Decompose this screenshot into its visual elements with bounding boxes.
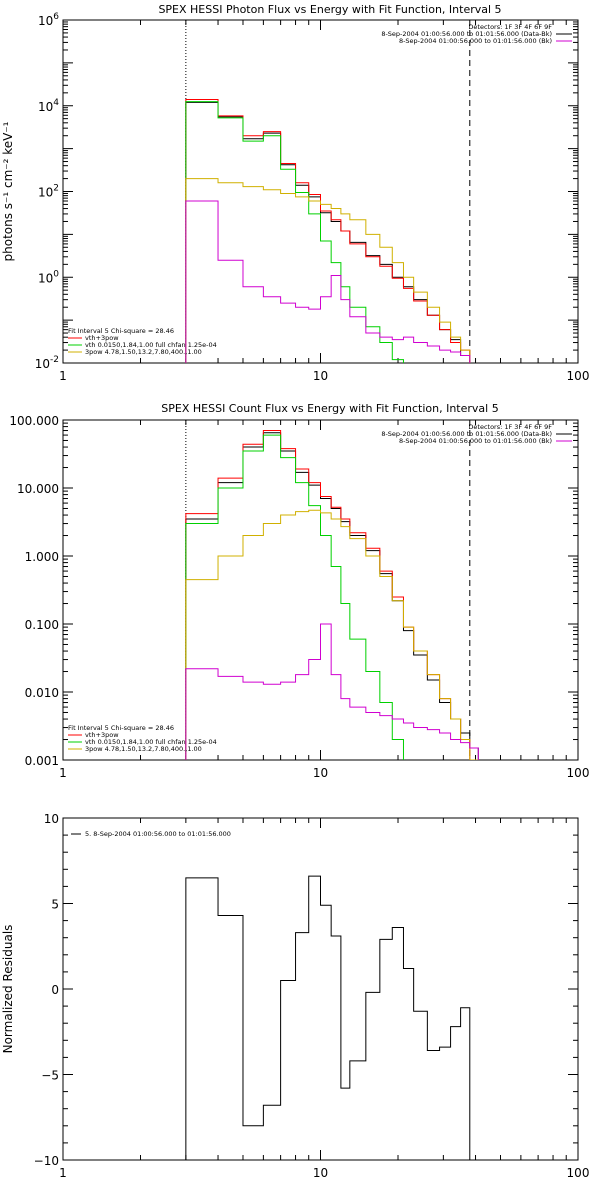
count-flux-panel: SPEX HESSI Count Flux vs Energy with Fit… <box>9 402 590 780</box>
y-tick-label: 104 <box>38 98 59 114</box>
legend-text: vth+3pow <box>85 334 119 342</box>
y-tick-label: 0.100 <box>25 618 59 632</box>
x-tick-label: 1 <box>59 766 67 780</box>
chart-title: SPEX HESSI Photon Flux vs Energy with Fi… <box>158 3 501 16</box>
plot-area <box>185 875 471 1160</box>
series-line <box>185 509 479 760</box>
legend-title: Fit Interval 5 Chi-square = 28.46 <box>68 327 174 335</box>
y-tick-label: 5 <box>51 898 59 912</box>
series-line <box>185 432 479 760</box>
y-tick-label: 100 <box>38 269 59 285</box>
plot-frame <box>62 19 579 364</box>
y-tick-label: 10 <box>44 812 59 826</box>
y-tick-label: 10-2 <box>35 355 59 371</box>
plot-area <box>185 98 471 363</box>
series-line <box>185 101 404 363</box>
legend-text: 8-Sep-2004 01:00:56.000 to 01:01:56.000 … <box>381 30 552 38</box>
series-line <box>185 101 471 363</box>
residuals-panel: 1 10 100 −10 −5 0 5 10 Normalized Residuals 5. 8-… <box>1 812 589 1180</box>
legend-bottom-left: Fit Interval 5 Chi-square = 28.46vth+3po… <box>68 327 217 356</box>
y-tick-label: 100.000 <box>9 414 59 428</box>
series-line <box>185 875 471 1160</box>
series-line <box>185 200 471 363</box>
plot-frame <box>62 419 579 761</box>
plot-area <box>185 430 479 760</box>
legend-text: 8-Sep-2004 01:00:56.000 to 01:01:56.000 … <box>399 437 552 445</box>
legend-text: vth 0.0150,1.84,1.00 full chfan 1.25e-04 <box>85 738 217 746</box>
y-tick-label: 106 <box>38 12 59 28</box>
y-tick-label: 0.010 <box>25 686 59 700</box>
x-tick-label: 100 <box>567 766 590 780</box>
x-tick-label: 1 <box>59 369 67 383</box>
series-line <box>185 98 471 363</box>
legend-top-right: Detectors: 1F 3F 4F 6F 9F8-Sep-2004 01:0… <box>381 23 572 45</box>
legend-top-left: 5. 8-Sep-2004 01:00:56.000 to 01:01:56.0… <box>71 830 231 838</box>
legend-text: 3pow 4.78,1.50,13.2,7.80,400.,1.00 <box>85 745 202 753</box>
legend-text: 8-Sep-2004 01:00:56.000 to 01:01:56.000 … <box>399 37 552 45</box>
series-line <box>185 434 404 760</box>
legend-title: Fit Interval 5 Chi-square = 28.46 <box>68 724 174 732</box>
series-line <box>185 623 479 760</box>
x-tick-label: 100 <box>567 1166 590 1180</box>
x-tick-label: 10 <box>313 369 328 383</box>
y-axis-label: Normalized Residuals <box>1 925 15 1054</box>
y-axis-label: photons s⁻¹ cm⁻² keV⁻¹ <box>1 121 15 261</box>
y-tick-label: 1.000 <box>25 550 59 564</box>
x-tick-label: 10 <box>313 1166 328 1180</box>
legend-top-right: Detectors: 1F 3F 4F 6F 9F8-Sep-2004 01:0… <box>381 423 572 445</box>
series-line <box>185 430 479 760</box>
x-tick-label: 10 <box>313 766 328 780</box>
legend-text: 3pow 4.78,1.50,13.2,7.80,400.,1.00 <box>85 348 202 356</box>
x-tick-label: 100 <box>567 369 590 383</box>
legend-text: vth+3pow <box>85 731 119 739</box>
legend-text: 5. 8-Sep-2004 01:00:56.000 to 01:01:56.0… <box>85 830 231 838</box>
legend-bottom-left: Fit Interval 5 Chi-square = 28.46vth+3po… <box>68 724 217 753</box>
y-tick-label: −5 <box>41 1069 59 1083</box>
legend-text: Detectors: 1F 3F 4F 6F 9F <box>468 423 552 431</box>
legend-text: Detectors: 1F 3F 4F 6F 9F <box>468 23 552 31</box>
y-tick-label: 102 <box>38 184 59 200</box>
legend-text: 8-Sep-2004 01:00:56.000 to 01:01:56.000 … <box>381 430 552 438</box>
y-tick-label: −10 <box>34 1154 59 1168</box>
x-tick-label: 1 <box>59 1166 67 1180</box>
y-tick-label: 0 <box>51 983 59 997</box>
chart-title: SPEX HESSI Count Flux vs Energy with Fit… <box>161 402 498 415</box>
y-tick-label: 10.000 <box>17 482 59 496</box>
y-tick-label: 0.001 <box>25 754 59 768</box>
photon-flux-panel: SPEX HESSI Photon Flux vs Energy with Fi… <box>1 3 590 383</box>
plot-frame <box>62 817 579 1161</box>
series-line <box>185 178 471 363</box>
legend-text: vth 0.0150,1.84,1.00 full chfan 1.25e-04 <box>85 341 217 349</box>
